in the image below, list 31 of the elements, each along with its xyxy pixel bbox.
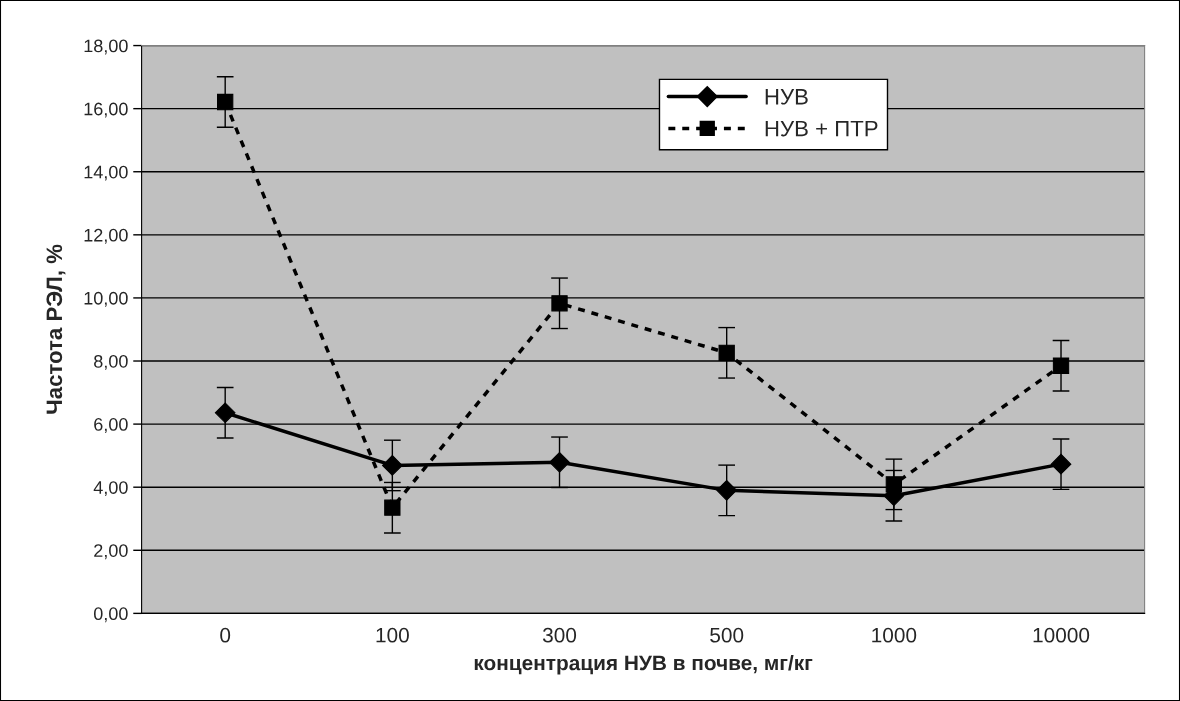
y-axis-title: Частота РЭЛ, % [46,244,66,414]
y-tick-label: 2,00 [94,544,128,560]
point [1050,453,1072,475]
x-tick-label: 500 [710,627,744,643]
point [1052,357,1070,374]
point [549,451,570,473]
point [382,455,403,476]
x-tick-label: 100 [376,627,409,643]
y-tick-label: 8,00 [94,354,128,370]
y-tick-label: 0,00 [93,607,128,623]
y-tick-label: 14,00 [84,165,128,181]
legend-label: НУВ + ПТР [765,120,878,137]
y-tick-label: 16,00 [84,102,128,118]
x-tick-label: 1000 [872,627,917,643]
x-axis-title: концентрация НУВ в почве, мг/кг [474,655,813,675]
point [716,480,738,501]
point [217,93,234,111]
y-tick-label: 12,00 [84,228,128,244]
point [885,476,903,493]
y-tick-label: 6,00 [94,418,128,433]
y-tick-label: 10,00 [84,291,128,307]
point [718,344,735,361]
legend-label: НУВ [765,89,808,105]
x-tick-label: 10000 [1033,627,1090,643]
y-tick-label: 18,00 [84,39,128,55]
point [551,295,568,312]
x-tick-label: 300 [542,627,577,643]
x-tick-label: 0 [220,627,231,643]
point [384,499,401,516]
y-tick-label: 4,00 [93,481,128,497]
point [214,402,236,424]
